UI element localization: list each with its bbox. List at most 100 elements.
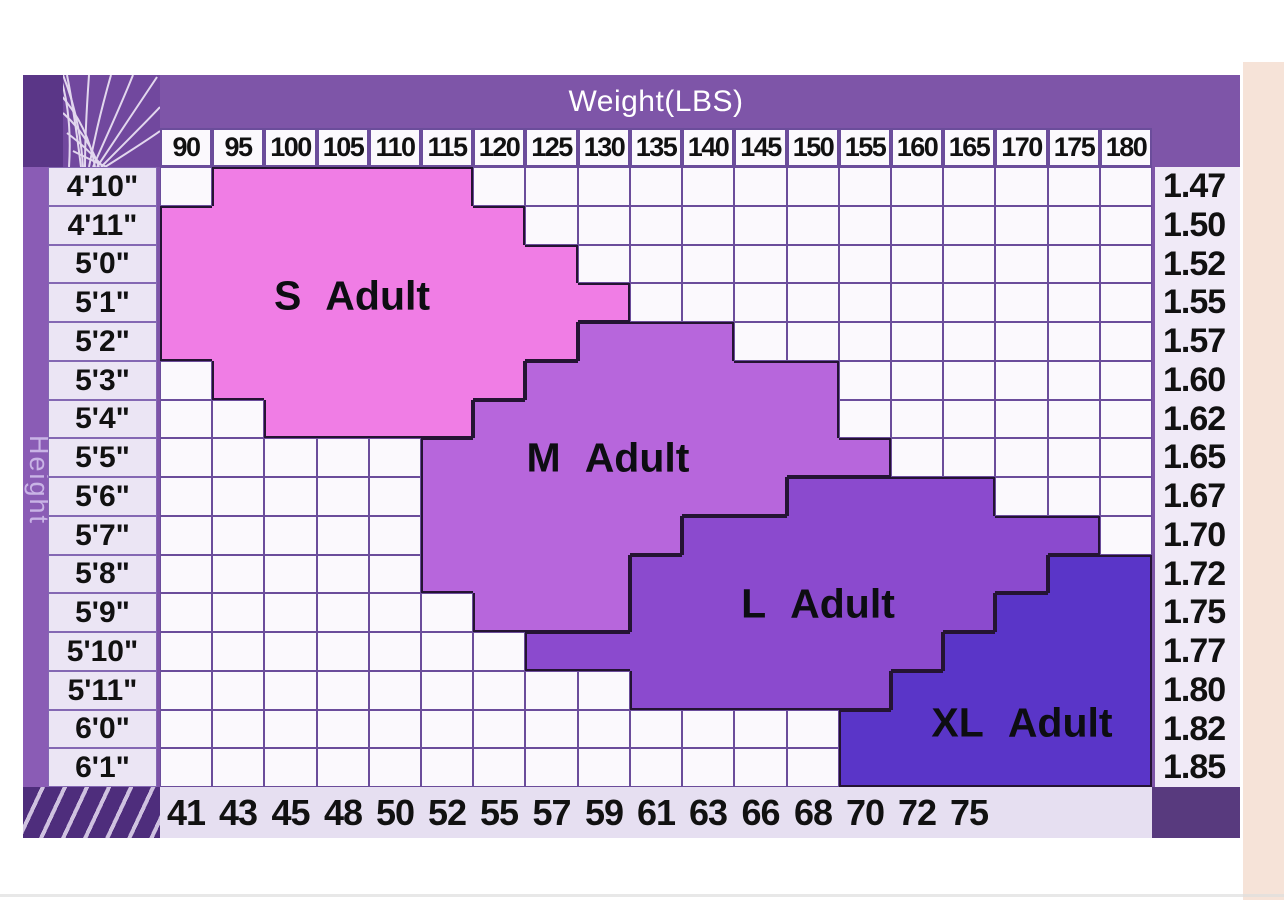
size-region-cell bbox=[421, 206, 473, 245]
grid-cell bbox=[160, 555, 212, 593]
grid-cell bbox=[212, 710, 264, 748]
size-region-cell bbox=[682, 477, 734, 516]
size-region-cell bbox=[839, 438, 891, 477]
grid-cell bbox=[1100, 167, 1152, 206]
size-region-cell bbox=[212, 206, 264, 245]
grid-cell bbox=[160, 516, 212, 555]
size-region-cell bbox=[630, 361, 682, 400]
kg-bottom-label: 50 bbox=[375, 791, 415, 833]
kg-bottom-label: 59 bbox=[584, 791, 624, 833]
region-label: XL Adult bbox=[931, 700, 1112, 747]
kg-bottom-label: 63 bbox=[688, 791, 728, 833]
kg-bottom-label: 57 bbox=[532, 791, 571, 833]
weight-header-cell: 95 bbox=[212, 128, 264, 167]
top-left-corner-dark-block bbox=[23, 75, 63, 167]
grid-cell bbox=[160, 671, 212, 710]
grid-cell bbox=[1048, 283, 1100, 322]
kg-bottom-label: 45 bbox=[271, 791, 310, 833]
grid-cell bbox=[995, 206, 1048, 245]
region-word: Adult bbox=[790, 580, 895, 627]
size-region-cell bbox=[787, 400, 839, 438]
size-region-cell bbox=[995, 671, 1048, 710]
grid-cell bbox=[160, 593, 212, 632]
grid-cell bbox=[1100, 245, 1152, 283]
size-region-cell bbox=[682, 516, 734, 555]
size-region-cell bbox=[1100, 632, 1152, 671]
grid-cell bbox=[317, 710, 369, 748]
grid-cell bbox=[264, 710, 317, 748]
size-region-cell bbox=[995, 748, 1048, 787]
size-region-cell bbox=[943, 632, 995, 671]
page-right-margin-band bbox=[1243, 62, 1284, 900]
grid-cell bbox=[1100, 283, 1152, 322]
grid-cell bbox=[891, 167, 943, 206]
region-size-letter: M bbox=[526, 434, 561, 481]
size-region-cell bbox=[682, 400, 734, 438]
size-region-cell bbox=[421, 167, 473, 206]
size-region-cell bbox=[264, 167, 317, 206]
size-region-cell bbox=[369, 322, 421, 361]
grid-cell bbox=[630, 206, 682, 245]
metric-row-label: 1.60 bbox=[1163, 361, 1226, 399]
bottom-right-corner-block bbox=[1152, 787, 1240, 838]
size-region-cell bbox=[734, 555, 787, 593]
grid-cell bbox=[525, 671, 578, 710]
metric-row-label: 1.65 bbox=[1163, 438, 1226, 476]
grid-cell bbox=[264, 632, 317, 671]
height-row-label: 5'7" bbox=[48, 516, 157, 555]
size-region-cell bbox=[1100, 748, 1152, 787]
size-region-cell bbox=[734, 516, 787, 555]
grid-cell bbox=[995, 438, 1048, 477]
grid-cell bbox=[787, 283, 839, 322]
grid-cell bbox=[212, 555, 264, 593]
size-region-cell bbox=[787, 671, 839, 710]
size-region-cell bbox=[891, 555, 943, 593]
size-region-cell bbox=[839, 477, 891, 516]
grid-cell bbox=[682, 710, 734, 748]
grid-cell bbox=[839, 206, 891, 245]
grid-cell bbox=[525, 167, 578, 206]
size-region-cell bbox=[473, 555, 525, 593]
grid-cell bbox=[1048, 438, 1100, 477]
size-region-cell bbox=[212, 361, 264, 400]
region-word: Adult bbox=[325, 272, 431, 319]
kg-bottom-label: 43 bbox=[218, 791, 258, 833]
grid-cell bbox=[160, 477, 212, 516]
grid-cell bbox=[212, 400, 264, 438]
weight-header-cell: 130 bbox=[578, 128, 630, 167]
region-label: M Adult bbox=[527, 435, 690, 482]
size-region-cell bbox=[421, 361, 473, 400]
weight-axis-title: Weight(LBS) bbox=[568, 84, 744, 118]
grid-cell bbox=[995, 477, 1048, 516]
size-region-cell bbox=[787, 632, 839, 671]
size-region-cell bbox=[473, 283, 525, 322]
kg-bottom-label: 75 bbox=[949, 791, 989, 833]
size-region-cell bbox=[943, 710, 995, 748]
grid-cell bbox=[525, 710, 578, 748]
grid-cell bbox=[682, 167, 734, 206]
size-region-cell bbox=[682, 632, 734, 671]
grid-cell bbox=[1100, 516, 1152, 555]
size-region-cell bbox=[160, 322, 212, 361]
kg-bottom-label: 68 bbox=[793, 791, 833, 833]
size-region-cell bbox=[630, 671, 682, 710]
grid-cell bbox=[264, 555, 317, 593]
grid-cell bbox=[891, 283, 943, 322]
grid-cell bbox=[317, 748, 369, 787]
grid-cell bbox=[995, 167, 1048, 206]
grid-cell bbox=[734, 283, 787, 322]
size-region-cell bbox=[473, 516, 525, 555]
grid-cell bbox=[630, 283, 682, 322]
size-region-cell bbox=[421, 438, 473, 477]
grid-cell bbox=[473, 167, 525, 206]
grid-cell bbox=[682, 748, 734, 787]
size-region-cell bbox=[1100, 593, 1152, 632]
size-region-cell bbox=[630, 632, 682, 671]
size-region-cell bbox=[839, 710, 891, 748]
grid-cell bbox=[1100, 322, 1152, 361]
size-region-cell bbox=[995, 555, 1048, 593]
grid-cell bbox=[212, 516, 264, 555]
grid-cell bbox=[264, 516, 317, 555]
region-label: S Adult bbox=[274, 273, 430, 320]
weight-header-cell: 105 bbox=[317, 128, 369, 167]
